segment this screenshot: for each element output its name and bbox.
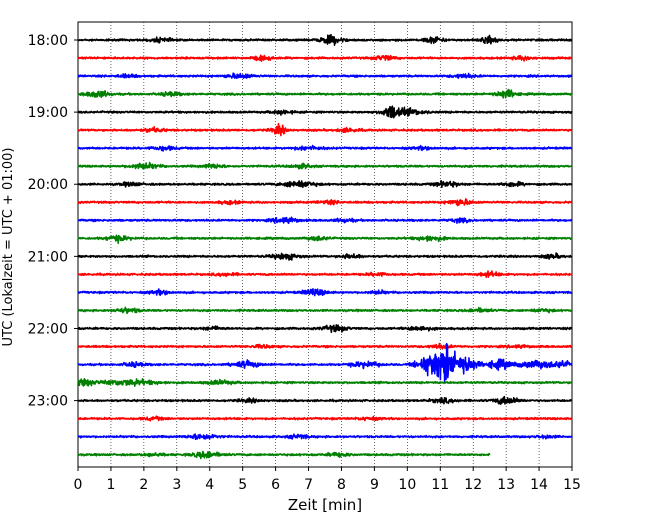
y-tick-label: 23:00 (28, 394, 68, 410)
x-tick-label: 14 (530, 477, 548, 493)
y-axis: 18:00 19:00 20:00 21:00 22:00 23:00 (28, 33, 78, 410)
trace-1915 (77, 122, 573, 137)
trace-2230 (77, 342, 573, 382)
trace-1845 (77, 88, 573, 99)
trace-2245 (77, 377, 573, 387)
y-tick-label: 18:00 (28, 33, 68, 49)
x-tick-label: 7 (304, 477, 313, 493)
x-tick-label: 6 (271, 477, 280, 493)
trace-2000 (77, 179, 573, 189)
trace-1815 (77, 54, 573, 62)
trace-2300 (77, 395, 573, 406)
x-axis-label: Zeit [min] (288, 496, 362, 514)
trace-1900 (77, 105, 573, 119)
trace-2045 (77, 234, 573, 245)
trace-2330 (77, 433, 573, 441)
trace-1830 (77, 72, 573, 80)
x-tick-label: 1 (106, 477, 115, 493)
plot-area (77, 21, 573, 468)
trace-2015 (77, 198, 573, 207)
trace-2130 (77, 288, 573, 297)
axes-frame (77, 21, 573, 468)
trace-2215 (77, 342, 573, 350)
trace-2100 (77, 252, 573, 261)
x-tick-label: 11 (431, 477, 449, 493)
trace-2345 (77, 450, 491, 460)
trace-2315 (77, 415, 573, 422)
x-tick-label: 3 (172, 477, 181, 493)
plot-background (78, 22, 572, 467)
x-tick-label: 0 (74, 477, 83, 493)
trace-1930 (77, 144, 573, 152)
trace-1800 (77, 33, 573, 47)
x-tick-label: 5 (238, 477, 247, 493)
trace-1945 (77, 161, 573, 170)
x-tick-label: 13 (497, 477, 515, 493)
x-tick-label: 2 (139, 477, 148, 493)
trace-2200 (77, 324, 573, 334)
y-tick-label: 21:00 (28, 249, 68, 265)
x-axis: 0 1 2 3 4 5 6 7 8 9 10 11 12 13 14 15 (74, 467, 581, 493)
trace-group (77, 33, 573, 460)
y-tick-label: 19:00 (28, 105, 68, 121)
y-tick-label: 22:00 (28, 321, 68, 337)
y-tick-label: 20:00 (28, 177, 68, 193)
x-tick-label: 15 (563, 477, 581, 493)
x-tick-label: 10 (398, 477, 416, 493)
x-tick-label: 4 (205, 477, 214, 493)
trace-2145 (77, 306, 573, 315)
x-tick-label: 8 (337, 477, 346, 493)
trace-2115 (77, 270, 573, 278)
x-tick-label: 12 (464, 477, 482, 493)
y-axis-label: UTC (Lokalzeit = UTC + 01:00) (1, 148, 16, 347)
trace-2030 (77, 216, 573, 225)
x-tick-label: 9 (370, 477, 379, 493)
